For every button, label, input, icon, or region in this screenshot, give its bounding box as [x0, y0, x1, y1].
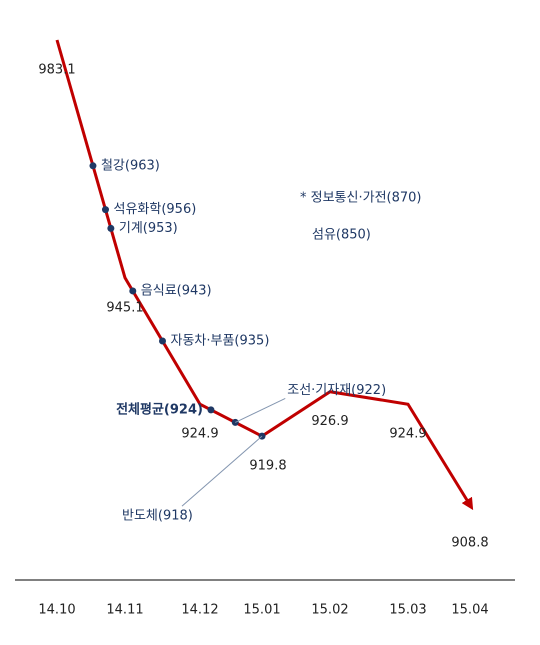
annotation: 음식료(943) — [141, 283, 212, 298]
x-tick-label: 14.12 — [181, 603, 218, 618]
x-tick-label: 15.01 — [243, 603, 280, 618]
data-label: 919.8 — [249, 459, 286, 474]
annotation: 기계(953) — [119, 221, 178, 236]
marker — [159, 337, 166, 345]
data-label: 924.9 — [389, 427, 426, 442]
annotation: 전체평균(924) — [116, 401, 203, 417]
annotation: 반도체(918) — [122, 509, 193, 524]
data-label: 945.1 — [106, 300, 143, 315]
marker — [101, 206, 109, 214]
annotation: 철강(963) — [101, 158, 160, 173]
note: * 정보통신·가전(870) — [300, 191, 421, 206]
note: 섬유(850) — [312, 228, 371, 243]
annotation: 조선·기자재(922) — [287, 383, 386, 398]
data-label: 926.9 — [311, 414, 348, 429]
marker — [207, 406, 215, 414]
marker — [129, 287, 137, 295]
x-tick-label: 14.10 — [38, 603, 75, 618]
x-tick-label: 15.04 — [451, 603, 488, 618]
annotation: 자동차·부품(935) — [171, 334, 270, 349]
annotation: 석유화학(956) — [113, 202, 196, 217]
leader-line — [181, 435, 263, 507]
x-tick-label: 15.02 — [311, 603, 348, 618]
data-label: 983.1 — [38, 63, 75, 78]
data-label: 908.8 — [451, 536, 488, 551]
data-label: 924.9 — [181, 427, 218, 442]
x-tick-label: 15.03 — [389, 603, 426, 618]
x-tick-label: 14.11 — [106, 603, 143, 618]
marker — [89, 162, 97, 170]
marker — [107, 224, 115, 232]
leader-line — [235, 397, 286, 423]
